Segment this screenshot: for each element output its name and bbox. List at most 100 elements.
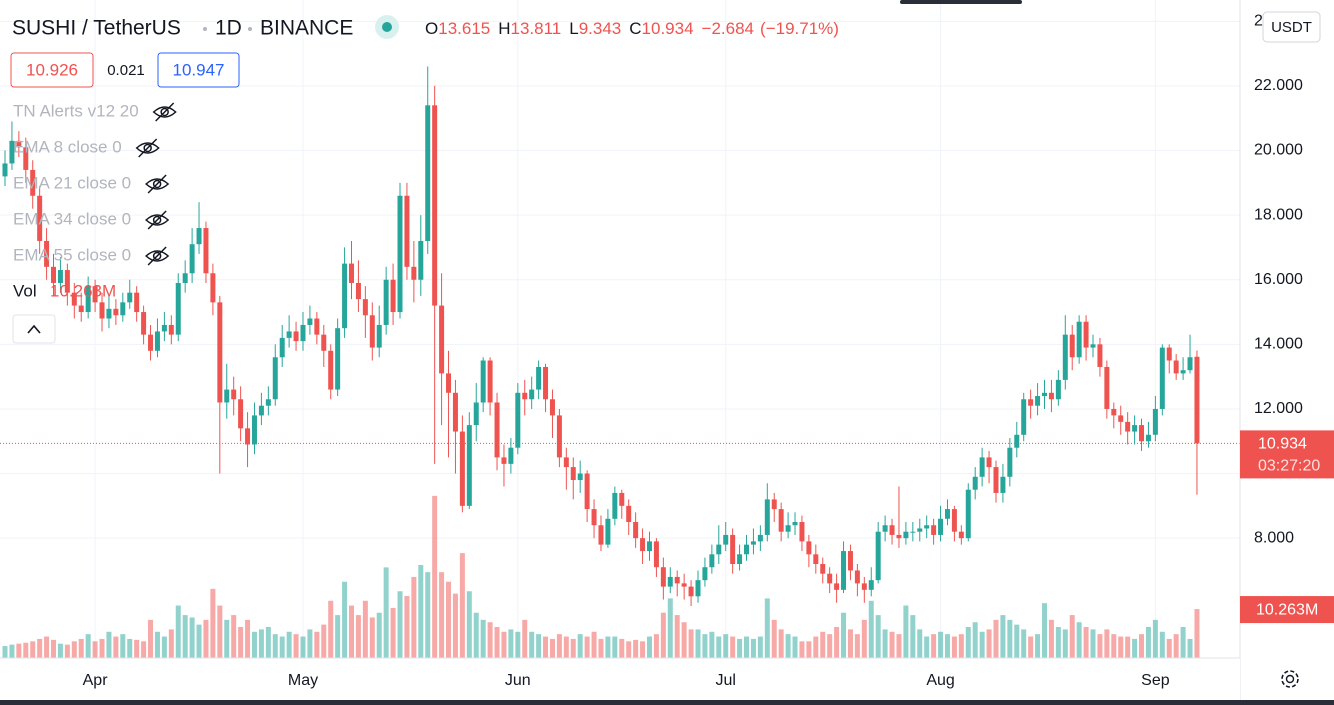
- candle-body: [605, 518, 611, 545]
- candle-body: [778, 509, 784, 532]
- volume-bar: [355, 615, 361, 658]
- volume-bar: [1048, 619, 1054, 658]
- currency-button[interactable]: [1262, 11, 1321, 43]
- visibility-toggle[interactable]: [145, 246, 170, 266]
- candle-body: [868, 580, 874, 590]
- visibility-toggle[interactable]: [135, 138, 160, 158]
- candle-body: [99, 302, 105, 319]
- candle-body: [335, 328, 341, 390]
- y-tick-label: 12.000: [1254, 400, 1303, 417]
- volume-bar: [958, 634, 964, 658]
- price-axis: [1240, 0, 1334, 705]
- interval[interactable]: 1D: [215, 17, 242, 40]
- candle-body: [792, 522, 798, 526]
- volume-bar: [653, 634, 659, 658]
- candle-body: [972, 476, 978, 490]
- volume-bar: [161, 636, 167, 658]
- candle-body: [944, 509, 950, 519]
- volume-bar: [986, 629, 992, 658]
- candle-body: [1139, 425, 1145, 442]
- volume-bar: [1187, 638, 1193, 658]
- candle-body: [446, 373, 452, 393]
- candle-body: [841, 551, 847, 590]
- volume-bar: [841, 612, 847, 658]
- buy-button[interactable]: [157, 52, 240, 88]
- visibility-toggle[interactable]: [152, 102, 177, 122]
- volume-bar: [452, 593, 458, 658]
- volume-bar: [446, 581, 452, 658]
- volume-bar: [861, 619, 867, 658]
- volume-bar: [459, 553, 465, 658]
- volume-bar: [314, 631, 320, 658]
- candle-body: [286, 331, 292, 338]
- volume-bar: [737, 638, 743, 658]
- volume-bar: [778, 629, 784, 658]
- volume-bar: [2, 646, 8, 658]
- candle-body: [1118, 415, 1124, 422]
- candle-body: [404, 195, 410, 267]
- volume-bar: [342, 581, 348, 658]
- candle-body: [847, 551, 853, 571]
- indicator-name: EMA 21 close 0: [13, 173, 131, 192]
- candle-body: [563, 457, 569, 468]
- symbol[interactable]: SUSHI / TetherUS: [12, 17, 181, 40]
- candle-body: [903, 531, 909, 539]
- volume-bar: [965, 627, 971, 658]
- candle-body: [245, 428, 251, 445]
- candle-body: [827, 573, 833, 584]
- candle-body: [459, 431, 465, 506]
- candle-body: [224, 389, 230, 403]
- volume-bar: [903, 605, 909, 658]
- candle-body: [1062, 334, 1068, 380]
- candle-body: [681, 583, 687, 587]
- eye-pupil: [152, 215, 162, 225]
- candle-body: [556, 415, 562, 458]
- candles: [2, 66, 1200, 606]
- candle-body: [854, 570, 860, 584]
- volume-bar: [99, 638, 105, 658]
- volume-bar: [695, 629, 701, 658]
- volume-bar: [570, 638, 576, 658]
- sell-button[interactable]: [10, 52, 94, 88]
- visibility-toggle[interactable]: [145, 174, 170, 194]
- volume-bar: [439, 572, 445, 658]
- settings-button[interactable]: [1281, 670, 1299, 688]
- volume-bar: [57, 643, 63, 658]
- indicator-name: EMA 55 close 0: [13, 245, 131, 264]
- candle-body: [425, 105, 431, 241]
- ask-price[interactable]: 10.947: [173, 60, 225, 79]
- y-tick-label: 22.000: [1254, 77, 1303, 94]
- volume-bar: [626, 641, 632, 658]
- currency-label[interactable]: USDT: [1271, 19, 1312, 36]
- visibility-toggle[interactable]: [145, 210, 170, 230]
- volume-bar: [875, 615, 881, 658]
- candle-body: [1021, 399, 1027, 435]
- volume-bar: [148, 619, 154, 658]
- candle-body: [730, 534, 736, 564]
- candle-body: [265, 399, 271, 406]
- volume-bar: [917, 629, 923, 658]
- volume-bar: [51, 639, 57, 658]
- collapse-button[interactable]: [12, 314, 56, 344]
- volume-bar: [716, 636, 722, 658]
- x-tick-label: Jun: [505, 672, 531, 689]
- volume-bar: [529, 631, 535, 658]
- candle-body: [349, 263, 354, 283]
- candle-body: [757, 534, 763, 542]
- volume-bar: [1180, 627, 1186, 658]
- high-value: 13.811: [511, 19, 562, 38]
- volume-bar: [328, 600, 334, 658]
- volume-bar: [1097, 634, 1103, 658]
- volume-bar: [404, 596, 410, 658]
- candle-body: [210, 273, 216, 303]
- volume-bar: [362, 600, 368, 658]
- candle-body: [251, 415, 257, 445]
- candle-body: [120, 302, 126, 316]
- candle-body: [951, 509, 957, 532]
- volume-bar: [203, 619, 209, 658]
- candle-body: [1104, 366, 1110, 409]
- bid-price[interactable]: 10.926: [26, 60, 78, 79]
- y-tick-label: 18.000: [1254, 206, 1303, 223]
- y-tick-label: 14.000: [1254, 336, 1303, 353]
